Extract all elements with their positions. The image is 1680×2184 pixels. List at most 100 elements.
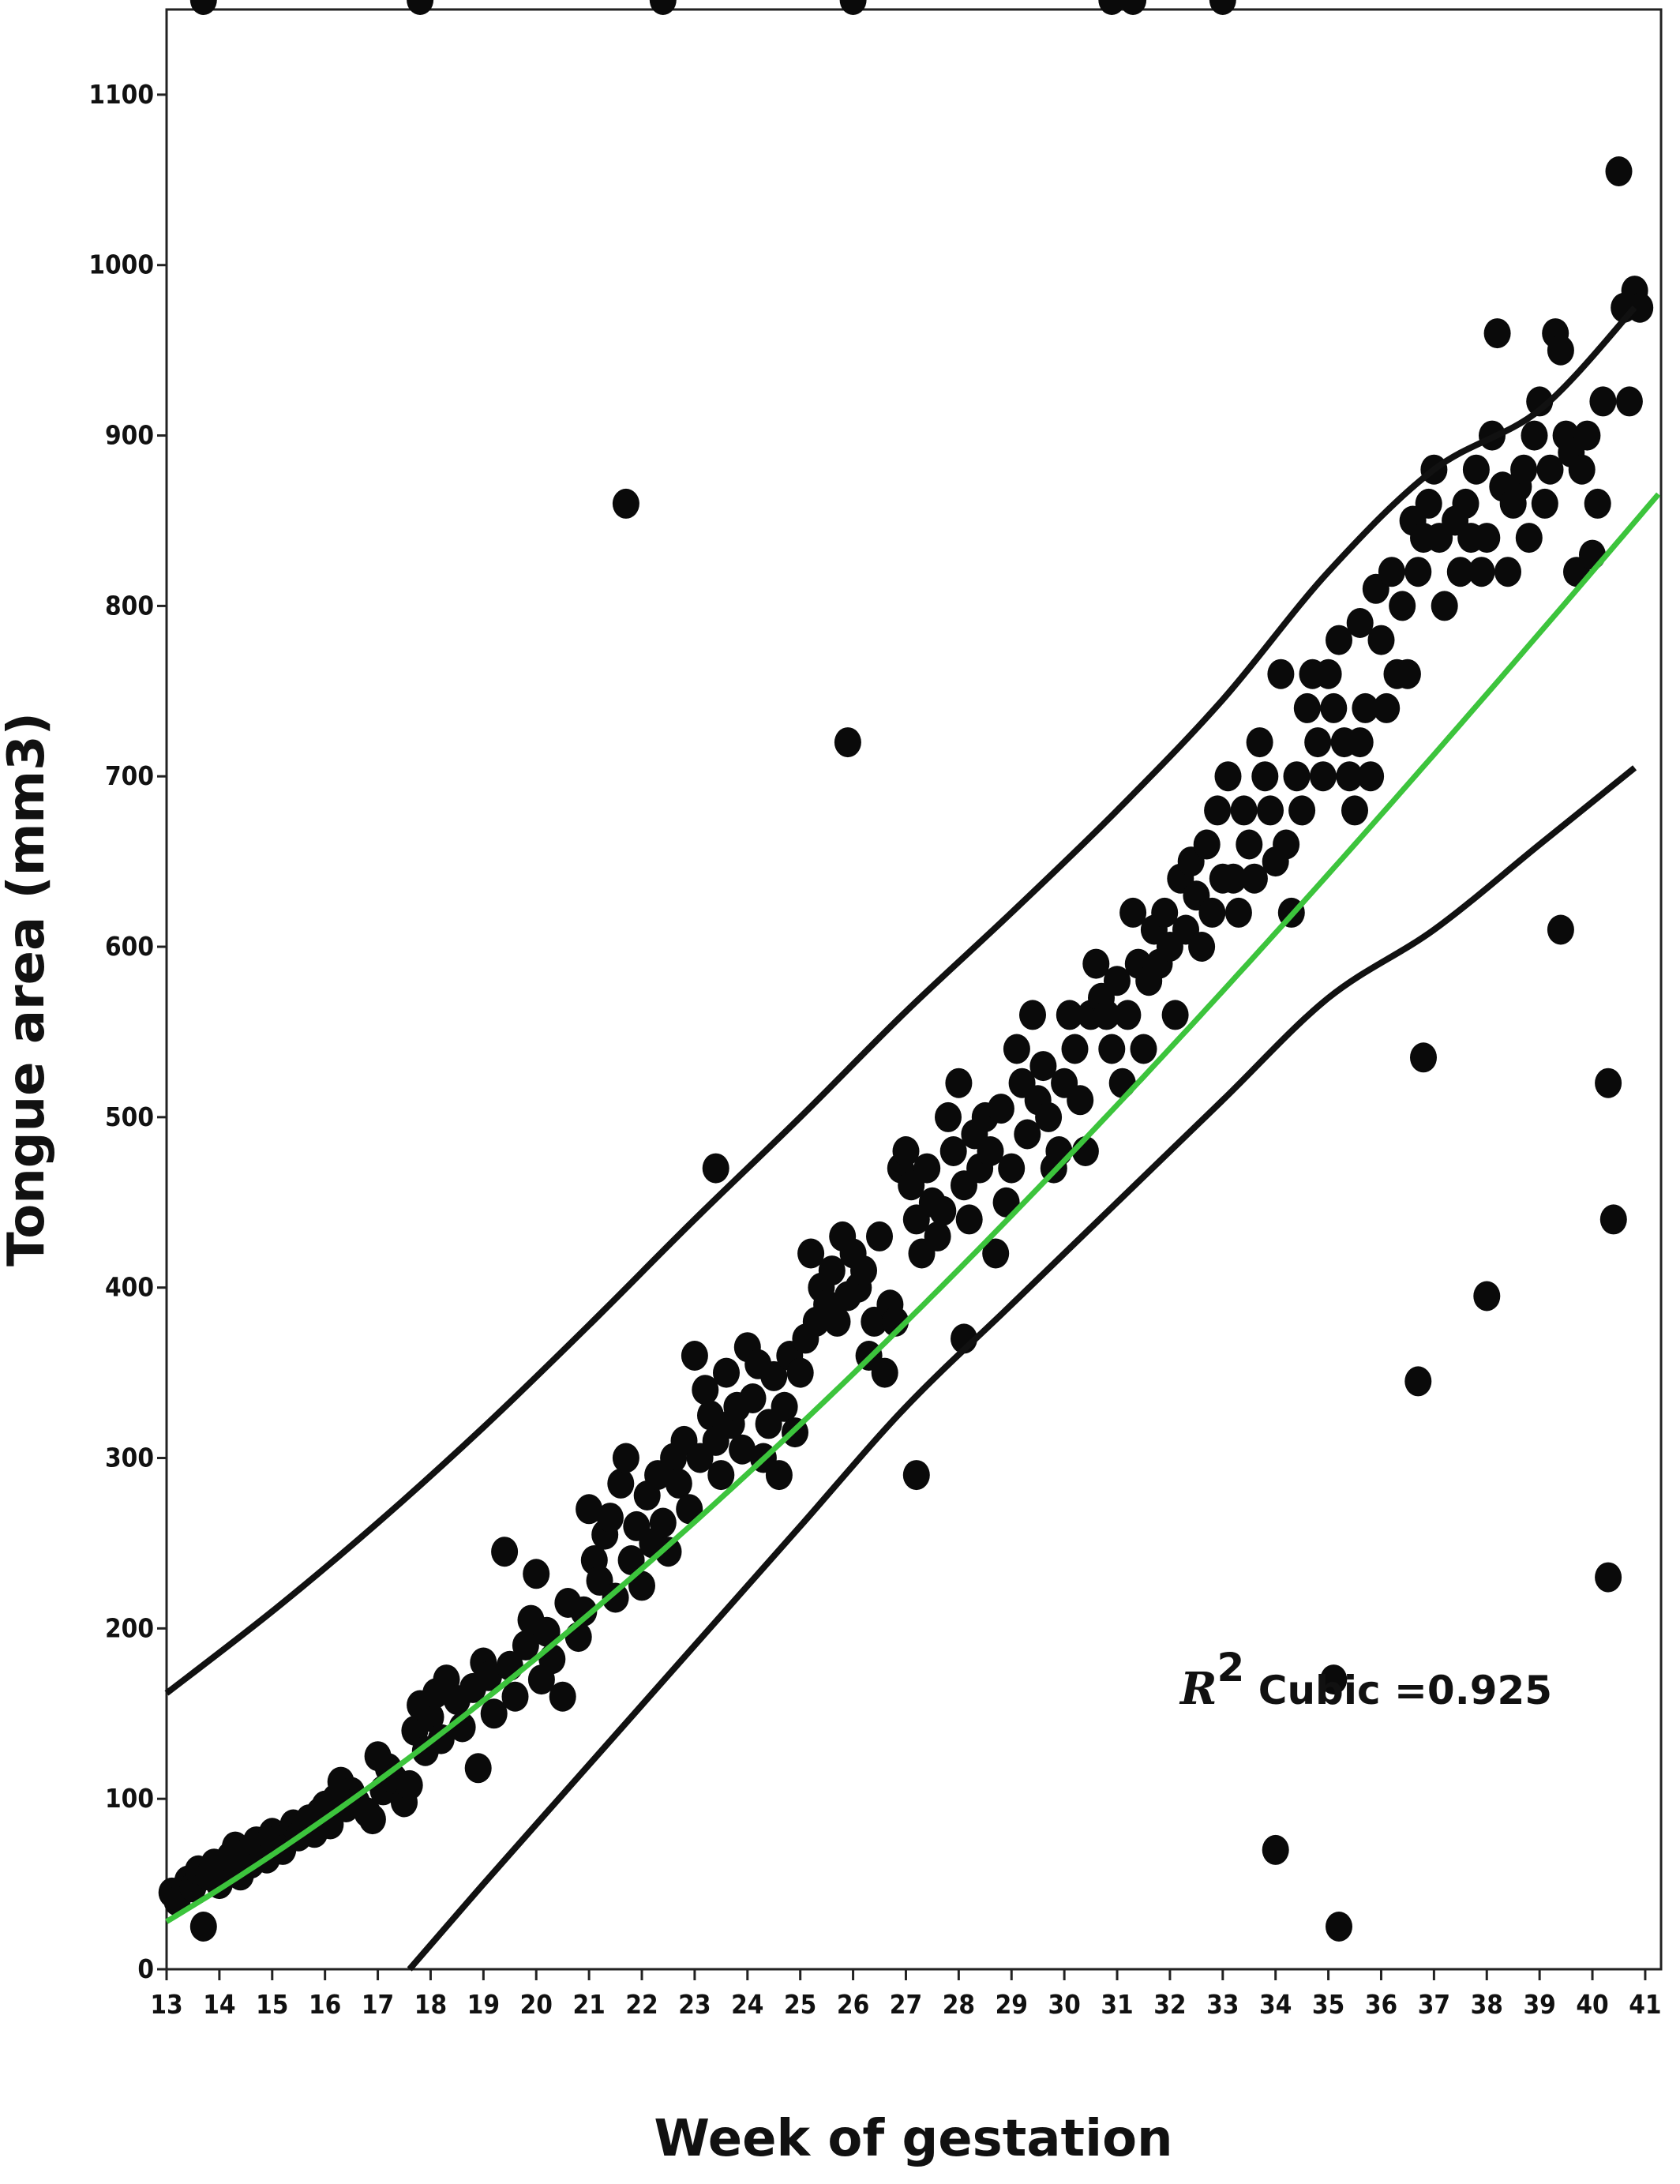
x-tick-label: 20 — [520, 1989, 553, 2020]
data-point — [1309, 761, 1337, 792]
x-tick-label: 32 — [1153, 1989, 1186, 2020]
data-point — [1288, 795, 1316, 826]
data-point — [1104, 966, 1131, 996]
data-point — [1415, 488, 1442, 519]
data-point — [628, 1570, 655, 1601]
r-symbol: R — [1179, 1663, 1217, 1715]
data-point — [533, 1616, 561, 1647]
data-point — [1510, 454, 1538, 485]
data-point — [612, 1443, 639, 1473]
data-point — [1326, 1912, 1352, 1942]
data-point — [977, 1136, 1004, 1166]
data-point — [1056, 1000, 1083, 1030]
data-point — [1410, 1042, 1437, 1073]
data-point — [1468, 557, 1495, 587]
x-tick-label: 30 — [1048, 1989, 1080, 2020]
data-point — [1193, 829, 1221, 860]
x-tick-label: 31 — [1101, 1989, 1133, 2020]
data-point — [739, 1383, 767, 1413]
r-value: =0.925 — [1394, 1668, 1552, 1713]
data-point — [676, 1494, 703, 1525]
data-point — [850, 1255, 877, 1286]
data-point — [1314, 659, 1342, 689]
y-axis-title: Tongue area (mm3) — [0, 712, 56, 1266]
data-point — [1547, 335, 1574, 366]
data-point — [1462, 454, 1490, 485]
data-point — [1341, 795, 1368, 826]
data-point — [1224, 897, 1252, 928]
data-point — [1257, 795, 1284, 826]
data-point — [955, 1204, 983, 1235]
x-tick-label: 19 — [467, 1989, 500, 2020]
data-point — [396, 1769, 423, 1800]
data-point — [491, 1537, 519, 1567]
data-point — [1357, 761, 1385, 792]
data-point — [1209, 0, 1236, 15]
data-point — [1352, 692, 1379, 723]
data-point — [681, 1341, 708, 1371]
data-point — [417, 1702, 444, 1732]
x-axis-title: Week of gestation — [654, 2110, 1172, 2168]
data-point — [1589, 386, 1617, 417]
r-superscript: 2 — [1217, 1645, 1245, 1691]
data-point — [1473, 523, 1501, 554]
data-points — [158, 0, 1654, 1942]
data-point — [1536, 454, 1564, 485]
data-point — [902, 1460, 930, 1491]
x-tick-label: 28 — [943, 1989, 975, 2020]
data-point — [358, 1804, 386, 1835]
data-point — [729, 1434, 756, 1465]
data-point — [1151, 897, 1179, 928]
data-point — [1595, 1068, 1622, 1098]
data-point — [1045, 1136, 1073, 1166]
data-point — [1230, 795, 1258, 826]
data-point — [649, 1507, 677, 1538]
x-tick-label: 25 — [784, 1989, 816, 2020]
data-point — [1599, 1204, 1627, 1235]
data-point — [1240, 863, 1268, 894]
data-point — [1584, 488, 1611, 519]
data-point — [1035, 1101, 1063, 1132]
y-tick-label: 1100 — [88, 79, 154, 110]
data-point — [607, 1468, 635, 1499]
data-point — [1119, 897, 1147, 928]
x-tick-label: 33 — [1206, 1989, 1239, 2020]
data-point — [1188, 932, 1216, 962]
data-point — [1029, 1051, 1057, 1082]
data-point — [654, 1537, 682, 1567]
data-point — [892, 1136, 920, 1166]
data-point — [480, 1698, 508, 1729]
data-point — [1067, 1085, 1094, 1116]
data-point — [1114, 1000, 1142, 1030]
data-point — [1431, 591, 1458, 621]
data-point — [992, 1187, 1020, 1218]
y-tick-label: 200 — [105, 1612, 154, 1643]
data-point — [1473, 1281, 1501, 1312]
y-tick-label: 0 — [137, 1953, 154, 1984]
data-point — [1267, 659, 1295, 689]
data-point — [1404, 557, 1432, 587]
data-point — [1198, 897, 1226, 928]
data-point — [871, 1357, 898, 1388]
data-point — [1378, 557, 1405, 587]
y-tick-label: 900 — [105, 420, 154, 451]
data-point — [1093, 1000, 1120, 1030]
data-point — [523, 1559, 550, 1589]
data-point — [797, 1238, 825, 1269]
data-point — [1483, 318, 1511, 349]
r-text: Cubic — [1244, 1668, 1394, 1713]
data-point — [1452, 488, 1479, 519]
data-point — [987, 1094, 1014, 1124]
x-tick-label: 22 — [625, 1989, 658, 2020]
data-point — [1236, 829, 1263, 860]
data-point — [1615, 386, 1643, 417]
data-point — [924, 1221, 951, 1251]
data-point — [707, 1460, 735, 1491]
data-point — [771, 1391, 798, 1422]
data-point — [697, 1400, 724, 1431]
data-point — [982, 1238, 1010, 1269]
data-point — [1061, 1034, 1089, 1064]
data-point — [1521, 420, 1548, 451]
data-point — [1204, 795, 1232, 826]
data-point — [1119, 0, 1147, 15]
